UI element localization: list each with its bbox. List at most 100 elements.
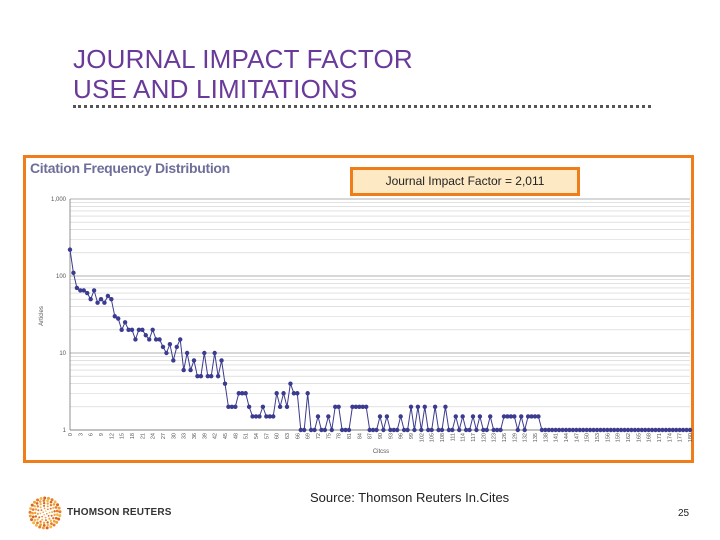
data-point (408, 404, 414, 410)
data-point (205, 373, 210, 379)
logo-dot (33, 500, 37, 504)
data-point (222, 381, 228, 386)
logo-dot (42, 499, 46, 502)
logo-dot (43, 504, 46, 507)
data-point (512, 414, 517, 419)
data-point (653, 427, 658, 433)
data-point (305, 391, 310, 396)
x-tick-label: 84 (357, 433, 363, 439)
data-point (157, 337, 162, 342)
x-tick-label: 123 (492, 433, 498, 442)
data-point (584, 427, 589, 433)
logo-text: THOMSON REUTERS (67, 507, 172, 518)
data-point (629, 427, 634, 433)
slide-title-line-2: USE AND LIMITATIONS (73, 74, 358, 104)
logo-dot (38, 525, 42, 529)
data-point (412, 427, 417, 433)
data-point (477, 414, 483, 419)
x-tick-label: 120 (481, 433, 487, 442)
x-tick-label: 66 (295, 433, 301, 439)
y-tick-label: 1,000 (51, 197, 67, 203)
logo-dot (41, 518, 44, 521)
data-point (78, 288, 83, 293)
logo-dot (28, 514, 32, 518)
data-point (481, 427, 486, 433)
data-point (422, 404, 427, 410)
logo-dot (55, 509, 59, 513)
data-point (360, 404, 365, 410)
x-tick-label: 111 (450, 433, 456, 441)
data-point (315, 414, 321, 419)
data-point (298, 427, 303, 433)
data-point (581, 427, 586, 433)
data-point (687, 427, 693, 433)
data-point (302, 427, 307, 433)
logo-dot (42, 524, 46, 527)
data-point (401, 427, 407, 433)
data-point (680, 427, 686, 433)
logo-dot (39, 503, 42, 506)
x-tick-label: 45 (223, 433, 229, 439)
data-point (577, 427, 582, 433)
logo-dot (36, 505, 39, 508)
logo-dot (34, 523, 38, 527)
data-point (136, 327, 142, 333)
data-point (326, 414, 331, 419)
logo-dot (41, 526, 45, 530)
data-point (295, 391, 300, 396)
data-point (453, 414, 458, 419)
data-point (536, 414, 541, 419)
data-point (377, 414, 383, 419)
x-tick-label: 51 (244, 433, 250, 439)
data-point (546, 427, 551, 433)
logo-dot (36, 521, 39, 525)
x-tick-label: 57 (264, 433, 270, 439)
x-tick-label: 90 (378, 433, 384, 439)
data-point (677, 427, 682, 433)
chart-grid (69, 198, 690, 431)
data-point (525, 414, 531, 419)
x-tick-label: 147 (574, 433, 580, 442)
data-point (501, 414, 507, 419)
data-point (257, 414, 262, 419)
logo-dot (55, 520, 59, 524)
logo-dot (42, 502, 46, 505)
logo-dot (44, 516, 47, 519)
data-point (246, 404, 252, 410)
x-tick-label: 69 (306, 433, 312, 439)
data-point (147, 337, 152, 342)
data-point (612, 427, 617, 433)
data-point (539, 427, 545, 433)
data-point (463, 427, 469, 433)
data-point (312, 427, 317, 433)
logo-dot (31, 515, 35, 519)
x-tick-label: 156 (605, 433, 611, 442)
x-tick-label: 102 (419, 433, 425, 442)
logo-dot (28, 510, 32, 514)
data-point (570, 427, 576, 433)
data-point (615, 427, 620, 433)
x-tick-label: 150 (585, 433, 591, 442)
data-point (353, 404, 359, 410)
x-tick-label: 174 (667, 433, 673, 442)
data-point (284, 404, 290, 410)
data-point (643, 427, 648, 433)
series-line (69, 249, 690, 431)
logo-dot (46, 496, 50, 500)
logo-dot (58, 510, 62, 514)
logo-dot (46, 523, 50, 527)
x-tick-label: 99 (409, 433, 415, 439)
x-tick-label: 24 (151, 433, 157, 439)
data-point (212, 350, 217, 356)
data-point (350, 404, 355, 410)
data-point (460, 414, 465, 419)
data-point (81, 288, 86, 293)
y-axis-label: Articles (39, 306, 45, 326)
logo-dot (57, 517, 61, 521)
data-point (233, 404, 238, 410)
series-points (67, 247, 693, 433)
logo-dot (34, 508, 38, 511)
data-point (391, 427, 396, 433)
x-tick-label: 6 (89, 433, 95, 436)
x-tick-label: 153 (595, 433, 601, 442)
